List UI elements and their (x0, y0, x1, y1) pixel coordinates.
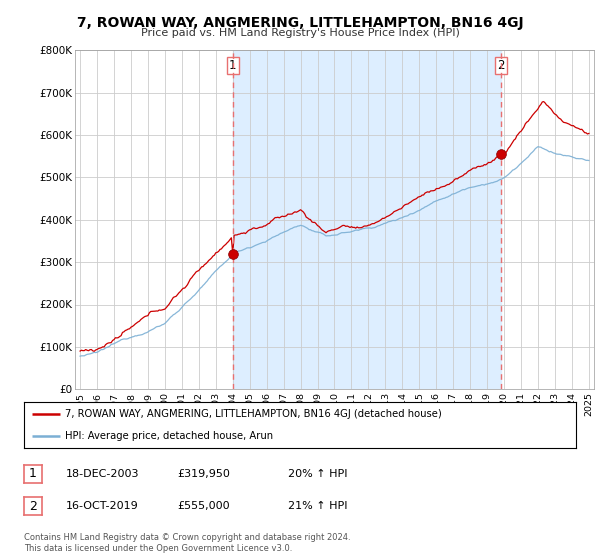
Text: 7, ROWAN WAY, ANGMERING, LITTLEHAMPTON, BN16 4GJ (detached house): 7, ROWAN WAY, ANGMERING, LITTLEHAMPTON, … (65, 409, 442, 419)
Text: 1: 1 (229, 59, 236, 72)
Text: 18-DEC-2003: 18-DEC-2003 (66, 469, 139, 479)
Text: 2: 2 (29, 500, 37, 513)
Bar (233, 50, 501, 389)
Text: 16-OCT-2019: 16-OCT-2019 (66, 501, 139, 511)
Text: HPI: Average price, detached house, Arun: HPI: Average price, detached house, Arun (65, 431, 274, 441)
Text: 2: 2 (497, 59, 505, 72)
Text: £555,000: £555,000 (177, 501, 230, 511)
Text: Contains HM Land Registry data © Crown copyright and database right 2024.
This d: Contains HM Land Registry data © Crown c… (24, 533, 350, 553)
Text: Price paid vs. HM Land Registry's House Price Index (HPI): Price paid vs. HM Land Registry's House … (140, 28, 460, 38)
Text: 21% ↑ HPI: 21% ↑ HPI (288, 501, 347, 511)
Text: 7, ROWAN WAY, ANGMERING, LITTLEHAMPTON, BN16 4GJ: 7, ROWAN WAY, ANGMERING, LITTLEHAMPTON, … (77, 16, 523, 30)
Text: 20% ↑ HPI: 20% ↑ HPI (288, 469, 347, 479)
Text: 1: 1 (29, 467, 37, 480)
Text: £319,950: £319,950 (177, 469, 230, 479)
